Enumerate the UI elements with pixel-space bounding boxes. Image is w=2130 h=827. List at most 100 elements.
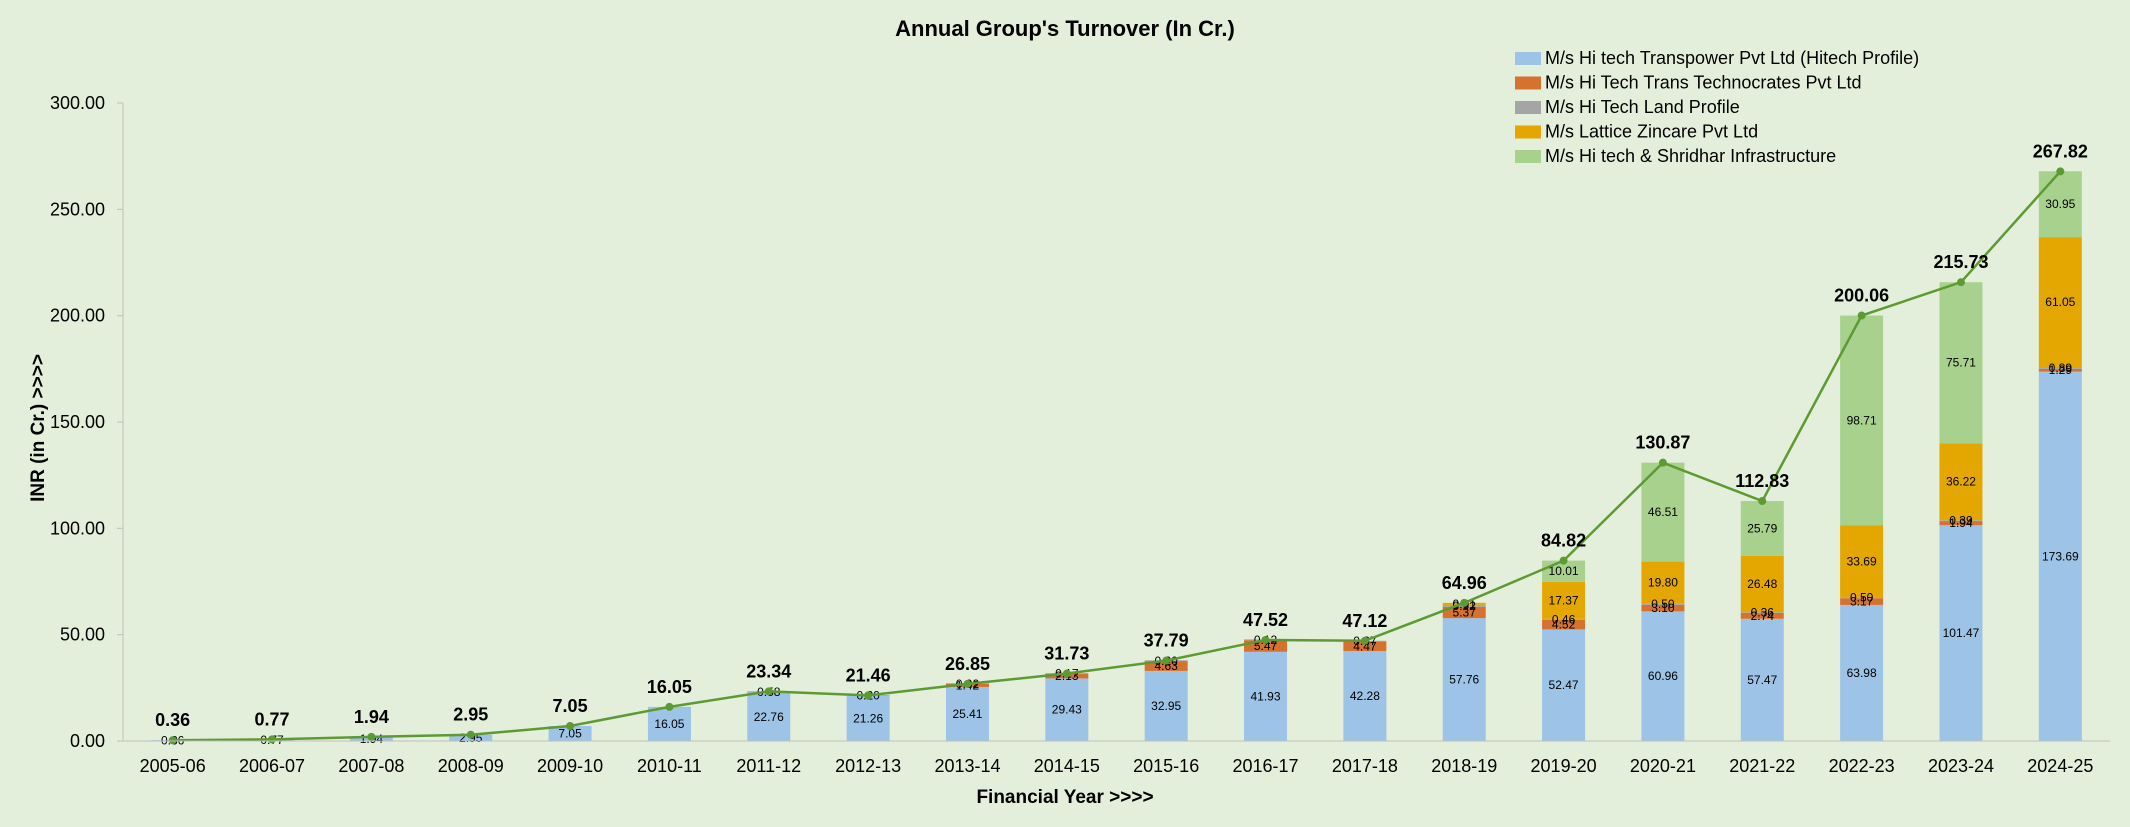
bar-segment: [548, 726, 592, 741]
segment-label: 22.76: [754, 710, 784, 724]
segment-label: 33.69: [1847, 554, 1877, 568]
legend-swatch: [1515, 52, 1541, 65]
segment-label: 5.37: [1453, 605, 1477, 619]
segment-label: 32.95: [1151, 699, 1181, 713]
x-tick-label: 2006-07: [239, 756, 305, 776]
bar-segment: [1343, 641, 1387, 652]
y-tick-label: 200.00: [50, 306, 105, 326]
bar-segment: [1542, 629, 1586, 741]
total-marker: [764, 687, 773, 696]
y-tick-label: 250.00: [50, 199, 105, 219]
x-tick-label: 2023-24: [1928, 756, 1994, 776]
y-axis-title: INR (in Cr.) >>>>: [28, 354, 49, 502]
bar-segment: [1939, 525, 1983, 741]
segment-label: 63.98: [1847, 666, 1877, 680]
total-label: 64.96: [1442, 573, 1487, 593]
segment-label: 42.28: [1350, 689, 1380, 703]
bar-segment: [2038, 366, 2082, 369]
bar-segment: [2038, 368, 2082, 372]
y-tick-label: 300.00: [50, 93, 105, 113]
x-tick-label: 2005-06: [140, 756, 206, 776]
x-tick-label: 2010-11: [637, 756, 702, 776]
segment-label: 98.71: [1847, 414, 1877, 428]
total-marker: [864, 691, 873, 700]
x-tick-label: 2011-12: [736, 756, 801, 776]
segment-label: 25.79: [1747, 521, 1777, 535]
segment-label: 2.74: [1751, 609, 1775, 623]
bar-segment: [2038, 171, 2082, 238]
segment-label: 29.43: [1052, 703, 1082, 717]
total-label: 23.34: [746, 661, 791, 681]
segment-label: 3.10: [1651, 601, 1675, 615]
segment-label: 0.46: [1552, 612, 1576, 626]
bar-segment: [1740, 555, 1784, 613]
bar-segment: [1343, 651, 1387, 741]
bar-segment: [1542, 618, 1586, 620]
segment-label: 41.93: [1251, 689, 1281, 703]
segment-label: 4.47: [1353, 639, 1377, 653]
bar-segment: [747, 692, 791, 741]
y-axis: 0.00 50.00 100.00 150.00 200.00 250.00 300.00: [50, 93, 124, 751]
x-tick-label: 2019-20: [1531, 756, 1597, 776]
bar-segment: [1740, 612, 1784, 619]
bar-segment: [846, 695, 890, 741]
total-label: 31.73: [1044, 644, 1089, 664]
total-label: 112.83: [1735, 471, 1789, 491]
total-marker: [367, 732, 376, 741]
bar-segment: [2038, 237, 2082, 367]
total-marker: [1360, 636, 1369, 645]
x-tick-label: 2014-15: [1034, 756, 1100, 776]
x-tick-label: 2008-09: [438, 756, 504, 776]
segment-label: 16.05: [654, 717, 684, 731]
bar-segment: [647, 706, 691, 741]
segment-label: 3.17: [1850, 595, 1874, 609]
bar-segment: [1144, 670, 1188, 741]
segment-label: 46.51: [1648, 505, 1678, 519]
x-tick-label: 2022-23: [1829, 756, 1895, 776]
segment-label: 0.36: [1751, 606, 1775, 620]
x-tick-label: 2015-16: [1133, 756, 1199, 776]
segment-label: 26.48: [1747, 577, 1777, 591]
segment-label: 36.22: [1946, 475, 1976, 489]
legend-label: M/s Hi tech Transpower Pvt Ltd (Hitech P…: [1545, 48, 1919, 68]
y-tick-label: 150.00: [50, 412, 105, 432]
bar-segment: [2038, 371, 2082, 741]
total-label: 47.52: [1243, 610, 1288, 630]
bar-segment: [1244, 651, 1288, 741]
segment-label: 57.47: [1747, 673, 1777, 687]
legend-swatch: [1515, 125, 1541, 139]
segment-label: 10.01: [1549, 564, 1579, 578]
bar-segment: [1939, 520, 1983, 522]
segment-label: 5.47: [1254, 639, 1278, 653]
bar-segment: [1740, 612, 1784, 613]
x-tick-label: 2009-10: [537, 756, 603, 776]
bar-segment: [1542, 581, 1586, 619]
bar-segment: [1939, 521, 1983, 526]
segment-label: 4.52: [1552, 618, 1576, 632]
segment-label: 21.26: [853, 711, 883, 725]
total-labels: 0.36 0.77 1.94 2.95 7.05 16.05 23.34 21.46 26.85…: [155, 141, 2088, 730]
legend-label: M/s Hi tech & Shridhar Infrastructure: [1545, 146, 1836, 166]
segment-labels: 0.360.771.942.957.0516.0522.760.5821.260…: [161, 197, 2079, 747]
bar-segment: [1840, 598, 1884, 605]
bar-segment: [1542, 619, 1586, 630]
y-tick-label: 100.00: [50, 518, 105, 538]
segment-label: 30.95: [2045, 197, 2075, 211]
total-label: 26.85: [945, 654, 990, 674]
total-label: 130.87: [1635, 433, 1690, 453]
bar-segment: [1144, 661, 1188, 671]
segment-label: 173.69: [2042, 549, 2079, 563]
segment-label: 7.05: [558, 727, 582, 741]
bar-segment: [1840, 597, 1884, 599]
total-label: 2.95: [453, 705, 488, 725]
total-marker: [2056, 167, 2065, 176]
total-label: 47.12: [1342, 611, 1387, 631]
x-tick-label: 2016-17: [1232, 756, 1298, 776]
total-marker: [1062, 669, 1071, 678]
total-label: 16.05: [647, 677, 692, 697]
total-marker: [1261, 635, 1270, 644]
x-axis: 2005-06 2006-07 2007-08 2008-09 2009-10 2010-…: [123, 740, 2110, 776]
total-marker: [168, 736, 177, 745]
segment-label: 1.29: [2049, 363, 2073, 377]
segment-label: 52.47: [1549, 678, 1579, 692]
